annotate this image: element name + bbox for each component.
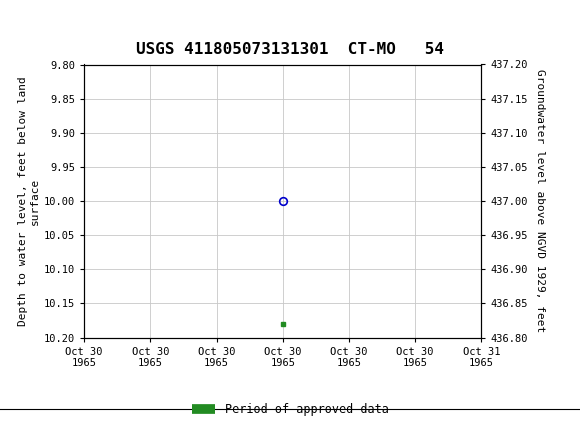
- Y-axis label: Groundwater level above NGVD 1929, feet: Groundwater level above NGVD 1929, feet: [535, 69, 545, 333]
- Text: USGS: USGS: [28, 12, 75, 28]
- Legend: Period of approved data: Period of approved data: [187, 398, 393, 421]
- Text: USGS 411805073131301  CT-MO   54: USGS 411805073131301 CT-MO 54: [136, 42, 444, 57]
- Y-axis label: Depth to water level, feet below land
surface: Depth to water level, feet below land su…: [18, 76, 39, 326]
